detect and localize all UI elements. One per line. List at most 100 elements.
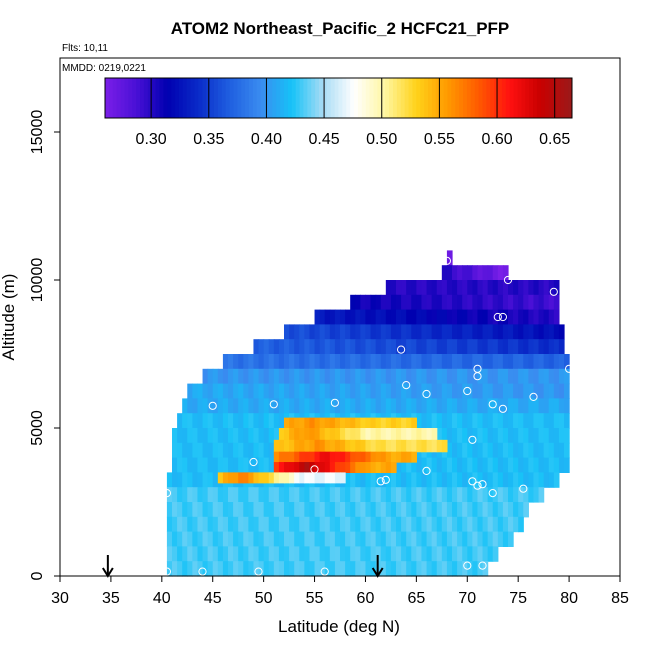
heatmap-cell <box>472 428 479 444</box>
sample-point <box>198 567 207 576</box>
heatmap-cell <box>370 472 377 488</box>
heatmap-cell <box>329 368 336 385</box>
heatmap-cell <box>492 383 499 399</box>
heatmap-cell <box>345 472 351 488</box>
heatmap-cell <box>314 546 321 562</box>
heatmap-cell <box>416 546 423 562</box>
heatmap-cell <box>350 354 356 370</box>
heatmap-cell <box>462 383 468 399</box>
heatmap-cell <box>508 413 514 429</box>
heatmap-cell <box>243 531 249 547</box>
heatmap-cell <box>217 531 224 547</box>
sample-point <box>162 567 171 576</box>
heatmap-cell <box>462 398 468 414</box>
heatmap-cell <box>309 502 316 518</box>
heatmap-cell <box>385 487 392 503</box>
heatmap-cell <box>273 428 280 444</box>
heatmap-cell <box>502 309 509 325</box>
heatmap-cell <box>197 516 204 533</box>
heatmap-cell <box>543 428 550 444</box>
heatmap-cell <box>360 368 367 385</box>
plume-cell <box>340 417 346 429</box>
heatmap-cell <box>253 546 260 562</box>
heatmap-cell <box>253 487 260 503</box>
heatmap-cell <box>222 457 229 473</box>
sample-point <box>519 484 528 493</box>
heatmap-cell <box>492 428 499 444</box>
heatmap-cell <box>452 413 458 429</box>
heatmap-cell <box>350 294 356 311</box>
heatmap-cell <box>340 502 346 518</box>
heatmap-cell <box>238 368 244 385</box>
heatmap-cell <box>365 339 372 355</box>
heatmap-cell <box>263 398 270 414</box>
heatmap-cell <box>467 354 473 370</box>
heatmap-cell <box>441 309 448 325</box>
heatmap-cell <box>228 487 234 503</box>
heatmap-cell <box>462 368 468 385</box>
heatmap-cell <box>518 280 524 296</box>
heatmap-cell <box>309 354 316 370</box>
heatmap-cell <box>258 339 265 355</box>
heatmap-cell <box>243 354 249 370</box>
x-tick-label: 35 <box>102 590 120 607</box>
heatmap-cell <box>426 354 433 370</box>
heatmap-cell <box>482 368 489 385</box>
heatmap-cell <box>217 383 224 399</box>
heatmap-cell <box>380 398 387 414</box>
heatmap-cell <box>166 531 173 547</box>
heatmap-cell <box>497 428 504 444</box>
colorbar-segment <box>389 78 394 118</box>
colorbar-segment <box>241 78 246 118</box>
heatmap-cell <box>390 354 397 370</box>
heatmap-cell <box>284 561 290 577</box>
heatmap-cell <box>513 487 519 503</box>
heatmap-cell <box>446 428 453 444</box>
heatmap-cell <box>518 398 524 414</box>
heatmap-cell <box>233 546 239 562</box>
heatmap-cell <box>477 502 484 518</box>
heatmap-cell <box>477 413 484 429</box>
heatmap-cell <box>497 457 504 473</box>
heatmap-cell <box>472 265 479 281</box>
heatmap-cell <box>268 383 275 399</box>
heatmap-cell <box>238 546 244 562</box>
sample-point <box>422 389 431 399</box>
plume-cell <box>284 462 290 473</box>
heatmap-cell <box>487 280 494 296</box>
heatmap-cell <box>355 487 361 503</box>
heatmap-cell <box>319 383 326 399</box>
colorbar-segment <box>443 78 448 118</box>
heatmap-cell <box>487 354 494 370</box>
heatmap-cell <box>492 280 499 296</box>
heatmap-cell <box>457 280 463 296</box>
heatmap-cell <box>222 354 229 370</box>
plume-cell <box>345 439 351 453</box>
colorbar-segment <box>498 78 503 118</box>
heatmap-cell <box>482 428 489 444</box>
colorbar-segment <box>151 78 157 118</box>
heatmap-cell <box>289 487 295 503</box>
heatmap-cell <box>228 561 234 577</box>
chart-title: ATOM2 Northeast_Pacific_2 HCFC21_PFP <box>171 19 510 38</box>
colorbar-segment <box>369 78 375 118</box>
plume-cell <box>406 428 412 441</box>
plume-cell <box>411 451 417 463</box>
heatmap-cell <box>533 457 540 473</box>
heatmap-cell <box>207 561 214 577</box>
heatmap-cell <box>487 324 494 340</box>
plume-cell <box>299 451 305 463</box>
heatmap-cell <box>457 294 463 311</box>
heatmap-cell <box>421 502 428 518</box>
heatmap-cell <box>243 546 249 562</box>
plume-cell <box>365 451 372 463</box>
heatmap-cell <box>360 294 367 311</box>
heatmap-cell <box>558 398 565 414</box>
heatmap-cell <box>238 354 244 370</box>
heatmap-cell <box>502 324 509 340</box>
sample-point <box>442 256 451 265</box>
plume-cell <box>217 472 224 484</box>
heatmap-cell <box>182 472 188 488</box>
heatmap-cell <box>533 280 540 296</box>
plume-cell <box>385 428 392 441</box>
